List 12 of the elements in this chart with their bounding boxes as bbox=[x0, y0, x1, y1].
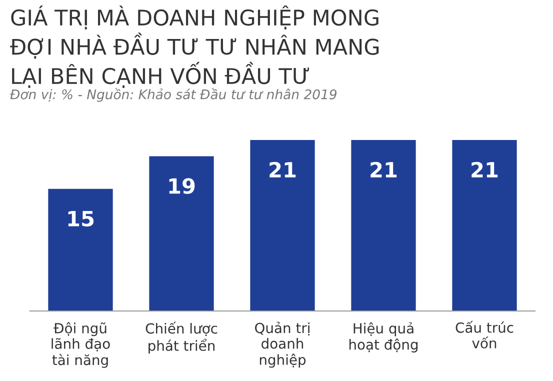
x-tick-label: Quản trị doanh nghiệp bbox=[255, 322, 310, 368]
chart-title: GIÁ TRỊ MÀ DOANH NGHIỆP MONG ĐỢI NHÀ ĐẦU TƯ TƯ NHÂN MANG LẠI BÊN CẠNH VỐN ĐẦU TƯ bbox=[10, 5, 379, 88]
x-tick-label: Chiến lược phát triển bbox=[146, 322, 218, 354]
x-tick-label: Hiệu quả hoạt động bbox=[349, 322, 418, 352]
x-tick-label: Cấu trúc vốn bbox=[456, 320, 514, 348]
x-tick-label: Đội ngũ lãnh đạo tài năng bbox=[52, 322, 110, 368]
data-label: 15 bbox=[68, 211, 94, 226]
data-label: 21 bbox=[370, 162, 397, 178]
data-label: 19 bbox=[169, 178, 195, 194]
data-label: 21 bbox=[472, 162, 498, 178]
chart-subtitle: Đơn vị: % - Nguồn: Khảo sát Đầu tư tư nhân 2019 bbox=[10, 88, 336, 102]
data-label: 21 bbox=[270, 162, 296, 178]
